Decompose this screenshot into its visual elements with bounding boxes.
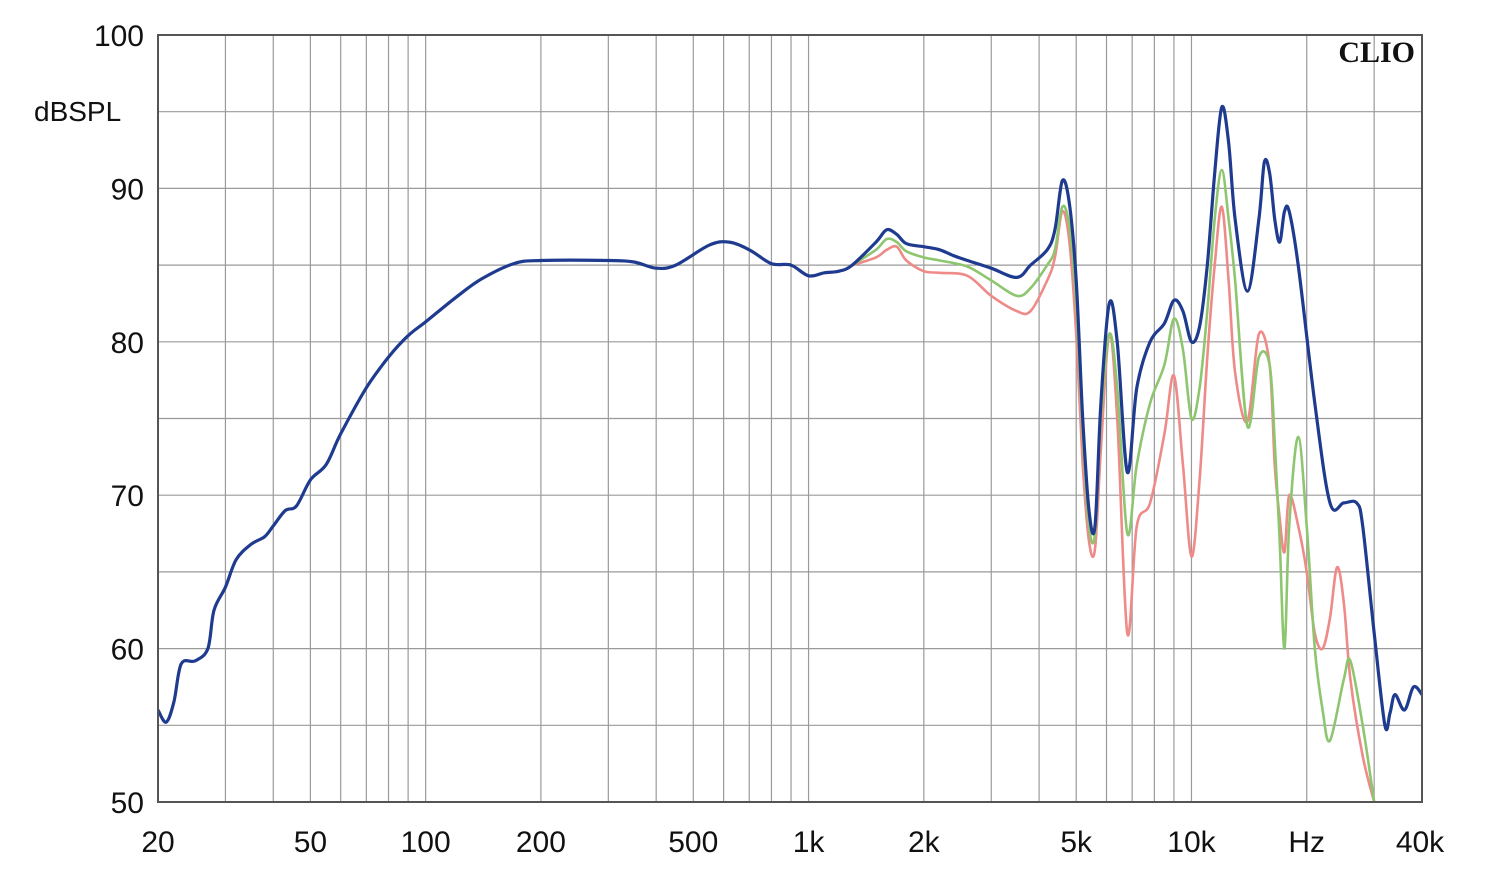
- x-tick-label: 1k: [793, 826, 826, 859]
- x-tick-label: 5k: [1060, 826, 1093, 859]
- x-tick-label: 2k: [908, 826, 941, 859]
- plot-frame: [157, 34, 1423, 803]
- x-tick-label: 20: [141, 826, 174, 859]
- x-unit-label: Hz: [1288, 826, 1325, 859]
- series-line-1: [158, 104, 1422, 732]
- series-line-3: [851, 205, 1376, 802]
- x-tick-label: 200: [516, 826, 566, 859]
- chart-grid: [158, 35, 1422, 802]
- y-axis-label: dBSPL: [34, 96, 121, 127]
- y-tick-label: 100: [94, 20, 144, 53]
- y-tick-label: 60: [111, 634, 144, 667]
- x-tick-labels: 20 50 100 200 500 1k 2k 5k 10k 40k Hz: [141, 826, 1445, 859]
- series-layer: [158, 104, 1422, 802]
- x-tick-label: 100: [401, 826, 451, 859]
- y-tick-label: 80: [111, 327, 144, 360]
- y-tick-label: 70: [111, 480, 144, 513]
- x-tick-label: 500: [668, 826, 718, 859]
- y-tick-labels: 50 60 70 80 90 100: [94, 20, 144, 820]
- y-tick-label: 90: [111, 173, 144, 206]
- series-line-2: [851, 168, 1376, 802]
- y-tick-label: 50: [111, 787, 144, 820]
- x-tick-label: 40k: [1396, 826, 1445, 859]
- brand-label: CLIO: [1338, 36, 1415, 69]
- x-tick-label: 10k: [1167, 826, 1216, 859]
- x-tick-label: 50: [294, 826, 327, 859]
